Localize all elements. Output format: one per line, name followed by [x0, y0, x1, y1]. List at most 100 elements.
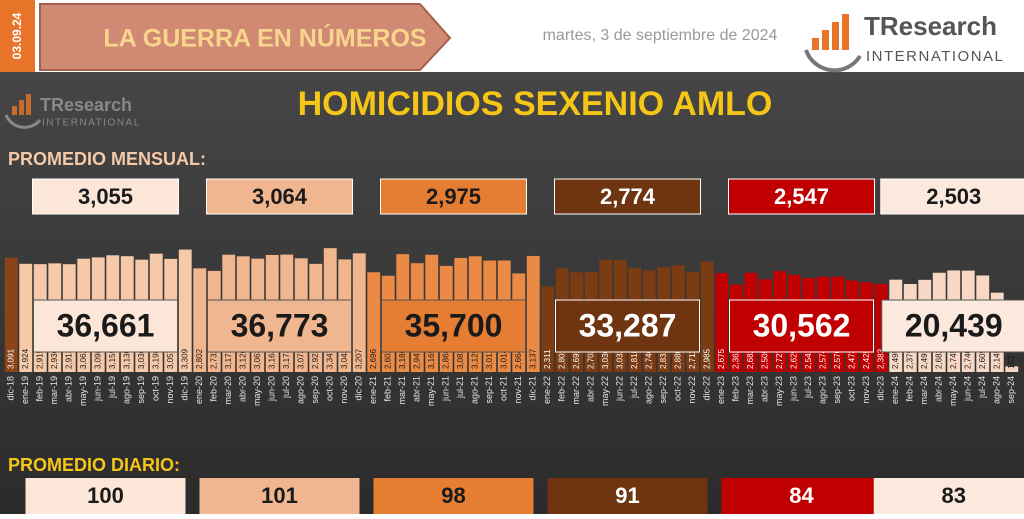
daily-avg: 84: [789, 483, 814, 508]
x-tick-label: mar-21: [397, 376, 407, 405]
x-tick-label: ago-23: [818, 376, 828, 404]
monthly-avg: 2,547: [774, 184, 829, 209]
x-tick-label: feb-20: [209, 376, 219, 402]
value-label: 2,383: [876, 348, 885, 369]
chart-title: HOMICIDIOS SEXENIO AMLO: [298, 85, 773, 123]
x-tick-label: oct-20: [325, 376, 335, 401]
daily-box: [873, 478, 1024, 514]
small-brand-sub: INTERNATIONAL: [42, 118, 141, 129]
x-tick-label: feb-24: [905, 376, 915, 402]
x-tick-label: sep-22: [658, 376, 668, 404]
banner-text: LA GUERRA EN NÚMEROS: [103, 23, 426, 53]
bar: [367, 272, 381, 372]
banner: [39, 3, 452, 71]
x-tick-label: abr-19: [64, 376, 74, 402]
bar: [4, 257, 18, 372]
x-tick-label: jun-21: [441, 376, 451, 402]
bar: [715, 273, 729, 372]
value-label: 3,032: [615, 348, 624, 369]
x-tick-label: feb-19: [35, 376, 45, 402]
x-tick-label: oct-21: [499, 376, 509, 401]
value-label: 3,091: [6, 348, 15, 369]
monthly-heading: PROMEDIO MENSUAL:: [8, 149, 206, 169]
x-tick-label: abr-22: [586, 376, 596, 402]
value-label: 2,576: [833, 348, 842, 369]
value-label: 2,609: [978, 348, 987, 369]
x-tick-label: oct-22: [673, 376, 683, 401]
value-label: 2,703: [586, 348, 595, 369]
x-tick-label: may-19: [78, 376, 88, 406]
total-box: [33, 299, 178, 353]
monthly-box: [32, 178, 179, 215]
x-tick-label: feb-23: [731, 376, 741, 402]
x-tick-label: sep-20: [310, 376, 320, 404]
value-label: 3,198: [151, 348, 160, 369]
value-label: 2,936: [50, 348, 59, 369]
daily-avg: 83: [942, 483, 966, 508]
value-label: 3,186: [398, 348, 407, 369]
value-label: 3,126: [238, 348, 247, 369]
daily-box: [373, 478, 534, 514]
value-label: 2,802: [195, 348, 204, 369]
value-label: 3,063: [253, 348, 262, 369]
x-tick-label: abr-21: [412, 376, 422, 402]
value-label: 2,692: [572, 348, 581, 369]
value-label: 3,098: [93, 348, 102, 369]
x-tick-label: ago-20: [296, 376, 306, 404]
value-label: 2,818: [630, 348, 639, 369]
value-label: 3,012: [485, 348, 494, 369]
x-tick-label: ene-22: [542, 376, 552, 404]
value-label: 2,831: [659, 348, 668, 369]
total-box: [729, 299, 874, 353]
value-label: 2,664: [514, 348, 523, 369]
small-logo: [4, 94, 42, 129]
value-label: 2,682: [746, 348, 755, 369]
monthly-box: [380, 178, 527, 215]
date: martes, 3 de septiembre de 2024: [543, 27, 778, 44]
value-label: 3,043: [340, 348, 349, 369]
x-tick-label: feb-21: [383, 376, 393, 402]
monthly-box: [206, 178, 353, 215]
total-label: 20,439: [905, 307, 1003, 343]
value-label: 2,541: [804, 348, 813, 369]
x-tick-label: ene-23: [716, 376, 726, 404]
bar: [193, 268, 207, 372]
value-label: 2,923: [311, 348, 320, 369]
x-tick-label: ago-22: [644, 376, 654, 404]
date-tag: 03.09.24: [10, 12, 24, 59]
value-label: 2,913: [64, 348, 73, 369]
x-tick-label: jun-22: [615, 376, 625, 402]
value-label: 2,362: [731, 348, 740, 369]
value-label: 2,915: [35, 348, 44, 369]
total-box: [881, 299, 1024, 353]
x-tick-label: jun-20: [267, 376, 277, 402]
x-tick-label: oct-23: [847, 376, 857, 401]
monthly-avg: 3,055: [78, 184, 133, 209]
value-label: 2,379: [905, 348, 914, 369]
x-tick-label: sep-21: [484, 376, 494, 404]
value-label: 2,473: [847, 348, 856, 369]
x-tick-label: ene-19: [20, 376, 30, 404]
x-tick-label: dic-18: [6, 376, 16, 401]
x-tick-label: ago-21: [470, 376, 480, 404]
bar: [19, 263, 33, 372]
x-tick-label: feb-22: [557, 376, 567, 402]
brand: TResearch: [864, 11, 997, 41]
x-tick-label: dic-19: [180, 376, 190, 401]
value-label: 2,491: [920, 348, 929, 369]
value-label: 2,675: [717, 348, 726, 369]
value-label: 2,727: [775, 348, 784, 369]
x-tick-label: jul-24: [977, 376, 987, 399]
value-label: 3,036: [137, 348, 146, 369]
bar: [352, 253, 366, 372]
x-tick-label: mar-23: [745, 376, 755, 405]
x-tick-label: jun-23: [789, 376, 799, 402]
x-tick-label: oct-19: [151, 376, 161, 401]
bar: [526, 255, 540, 372]
value-label: 3,014: [499, 348, 508, 369]
value-label: 2,682: [934, 348, 943, 369]
value-label: 3,137: [528, 348, 537, 369]
value-label: 2,740: [963, 348, 972, 369]
x-tick-label: mar-19: [49, 376, 59, 405]
